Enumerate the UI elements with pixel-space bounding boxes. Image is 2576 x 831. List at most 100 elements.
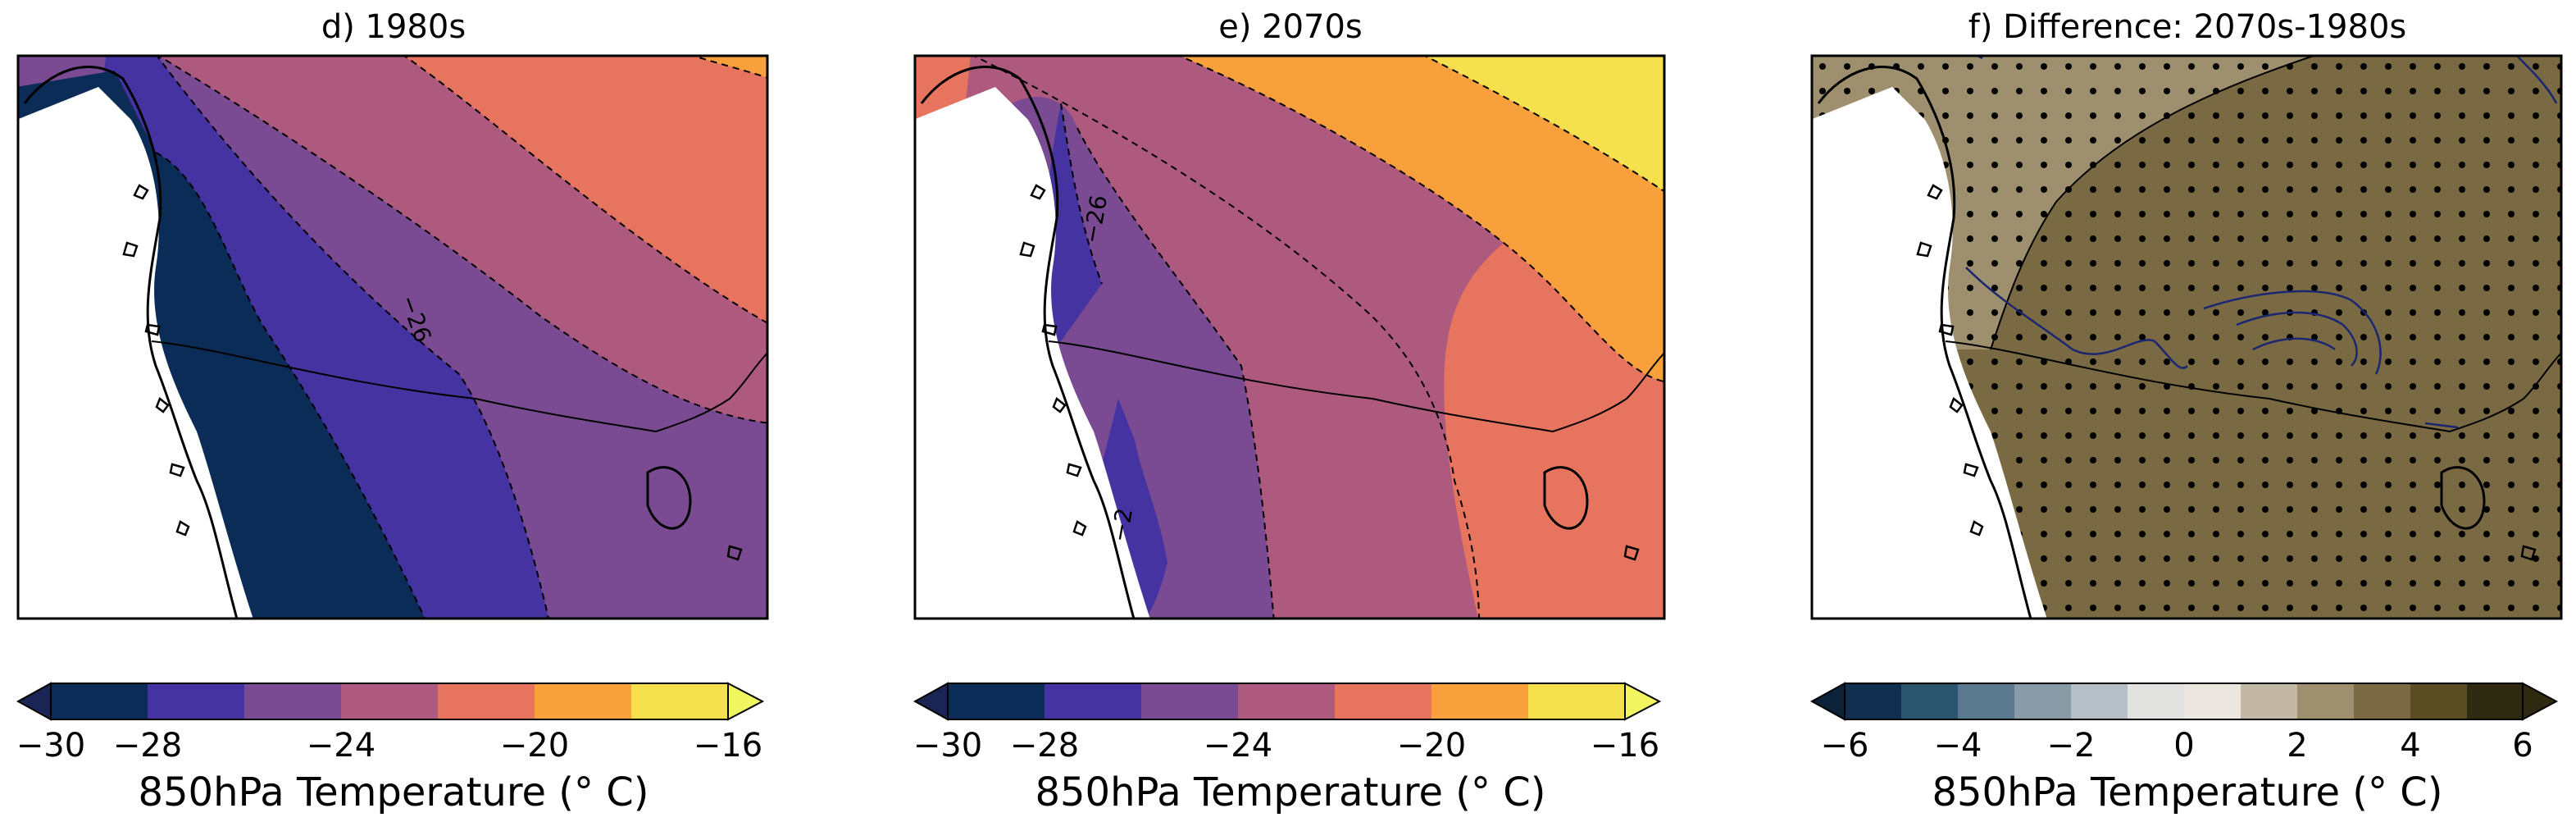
band-minus20-to-18	[1179, 56, 1664, 382]
coastline-islands	[1916, 184, 1984, 536]
colorbar-tick: −24	[1203, 727, 1273, 765]
colorbar-1980s	[16, 682, 765, 721]
colorbar-extend-low	[913, 682, 949, 721]
coastline-islands	[1019, 184, 1087, 536]
colorbar-segment	[1845, 683, 1901, 719]
colorbar-difference	[1810, 682, 2559, 721]
panel-1980s: d) 1980s −26	[16, 0, 771, 831]
lake-outline	[1543, 466, 1589, 530]
colorbar-tick: −30	[16, 727, 86, 765]
colorbar-segment	[535, 683, 631, 719]
colorbar-segment	[244, 683, 341, 719]
panel-title: e) 2070s	[1218, 8, 1363, 46]
contour-line	[1990, 56, 2317, 350]
colorbar-tick: −20	[499, 727, 570, 765]
colorbar-tick: −20	[1396, 727, 1467, 765]
lake-outline	[646, 466, 692, 530]
colorbar-tick: −28	[1009, 727, 1080, 765]
colorbar-tick: 6	[2512, 727, 2533, 765]
negative-contour	[2236, 311, 2358, 367]
colorbar-segment	[2014, 683, 2071, 719]
colorbar-segment	[631, 683, 728, 719]
colorbar-segment	[2071, 683, 2128, 719]
colorbar-segment	[1431, 683, 1528, 719]
lake-small	[2520, 545, 2537, 561]
panel-2070s: e) 2070s −26 −2	[913, 0, 1668, 831]
border-line	[1048, 340, 1664, 433]
colorbar-segment	[438, 683, 535, 719]
map-frame	[1810, 54, 2563, 620]
border-line	[151, 340, 767, 433]
lake-small	[1623, 545, 1640, 561]
negative-contour	[2424, 422, 2459, 429]
contour-line	[1177, 56, 1664, 383]
colorbar-extend-high	[727, 682, 765, 721]
map-2070s: −26 −2	[913, 54, 1666, 620]
colorbar-tick: −2	[2046, 727, 2096, 765]
negative-contour	[1965, 267, 2188, 369]
contour-label: −2	[1105, 506, 1138, 544]
colorbar-tick: 4	[2400, 727, 2421, 765]
colorbar-label: 850hPa Temperature (° C)	[1035, 769, 1546, 815]
negative-contour	[2252, 337, 2336, 351]
contour-line	[1422, 56, 1664, 193]
colorbar-segment	[2297, 683, 2354, 719]
colorbar-extend-high	[1624, 682, 1662, 721]
colorbar-tick: −6	[1820, 727, 1869, 765]
band-minus18-to-16	[1424, 56, 1664, 192]
colorbar-frame	[50, 683, 729, 720]
colorbar-frame	[1844, 683, 2524, 720]
negative-contour	[2203, 290, 2382, 375]
panel-title: d) 1980s	[321, 8, 467, 46]
map-frame	[913, 54, 1666, 620]
colorbar-tick: −24	[306, 727, 376, 765]
colorbar-tick: −16	[693, 727, 763, 765]
lake-small	[726, 545, 743, 561]
coastline	[920, 66, 1136, 619]
colorbar-2070s	[913, 682, 1662, 721]
colorbar-segment	[1045, 683, 1141, 719]
border-line	[1945, 340, 2561, 433]
colorbar-segment	[2410, 683, 2467, 719]
colorbar-segment	[2241, 683, 2297, 719]
colorbar-segment	[1528, 683, 1625, 719]
coastline	[1817, 66, 2032, 619]
colorbar-tick: −30	[913, 727, 983, 765]
colorbar-segment	[2128, 683, 2184, 719]
colorbar-tick: 0	[2173, 727, 2195, 765]
lake-outline	[2440, 466, 2486, 530]
contour-line	[157, 56, 767, 424]
colorbar-segment	[1335, 683, 1431, 719]
colorbar-segment	[1141, 683, 1238, 719]
colorbar-frame	[947, 683, 1626, 720]
colorbar-tick: −16	[1590, 727, 1660, 765]
contour-line	[403, 56, 767, 324]
colorbar-segment	[2467, 683, 2523, 719]
coastline-islands	[122, 184, 190, 536]
colorbar-tick: −28	[112, 727, 183, 765]
land-mask	[1812, 87, 2047, 619]
colorbar-segment	[51, 683, 148, 719]
panel-difference: f) Difference: 2070s-1980s	[1810, 0, 2565, 831]
colorbar-segment	[341, 683, 438, 719]
colorbar-extend-low	[1810, 682, 1846, 721]
land-mask	[915, 87, 1150, 619]
land-mask	[18, 87, 253, 619]
map-1980s: −26	[16, 54, 769, 620]
colorbar-segment	[148, 683, 244, 719]
colorbar-tick: 2	[2287, 727, 2308, 765]
map-difference	[1810, 54, 2563, 620]
contour-line	[155, 152, 426, 619]
negative-contour	[2515, 56, 2558, 104]
contour-line	[1076, 127, 1275, 619]
colorbar-segment	[2354, 683, 2410, 719]
colorbar-extend-high	[2522, 682, 2559, 721]
colorbar-tick: −4	[1933, 727, 1982, 765]
colorbar-segment	[1901, 683, 1958, 719]
colorbar-label: 850hPa Temperature (° C)	[138, 769, 649, 815]
map-frame	[16, 54, 769, 620]
colorbar-segment	[1958, 683, 2014, 719]
colorbar-segment	[948, 683, 1045, 719]
colorbar-segment	[1238, 683, 1335, 719]
coastline	[23, 66, 239, 619]
